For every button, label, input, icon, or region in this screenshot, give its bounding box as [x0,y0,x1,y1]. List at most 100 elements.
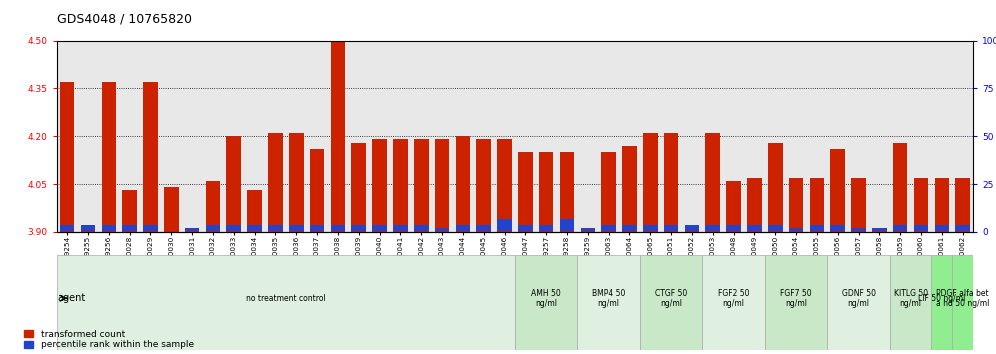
Text: no treatment control: no treatment control [246,294,326,303]
Bar [268,225,283,231]
Bar [872,228,886,231]
Text: agent: agent [57,293,86,303]
Bar [789,178,804,232]
Bar [331,0,346,232]
Bar [539,225,554,231]
Bar [578,256,639,350]
Bar [702,256,765,350]
Bar [726,181,741,232]
Bar [247,190,262,232]
Bar [622,146,636,232]
Bar [768,225,783,231]
Bar [102,225,117,231]
Text: FGF2 50
ng/ml: FGF2 50 ng/ml [718,289,749,308]
Bar [684,225,699,232]
Bar [934,178,949,232]
Bar [768,143,783,232]
Bar [206,181,220,232]
Bar [872,229,886,232]
Bar [226,225,241,231]
Bar [913,178,928,232]
Bar [331,225,346,231]
Bar [810,178,825,232]
Bar [664,225,678,231]
Bar [414,139,428,232]
Bar [955,225,970,231]
Bar [602,225,616,231]
Bar [247,225,262,231]
Bar [414,225,428,231]
Bar [913,225,928,231]
Bar [581,228,596,231]
Bar [143,82,157,232]
Bar [57,256,515,350]
Bar [955,178,970,232]
Bar [81,229,96,232]
Bar [352,225,367,231]
Bar [852,228,866,231]
Bar [643,133,657,232]
Bar [123,225,137,231]
Bar [664,133,678,232]
Bar [622,225,636,231]
Bar [747,178,762,232]
Text: KITLG 50
ng/ml: KITLG 50 ng/ml [893,289,927,308]
Bar [643,225,657,231]
Bar [602,152,616,232]
Bar [310,149,325,232]
Bar [828,256,889,350]
Bar [518,152,533,232]
Bar [143,225,157,231]
Bar [518,225,533,231]
Text: BMP4 50
ng/ml: BMP4 50 ng/ml [592,289,625,308]
Text: GDS4048 / 10765820: GDS4048 / 10765820 [57,12,192,25]
Bar [934,225,949,231]
Bar [581,229,596,232]
Bar [352,143,367,232]
Bar [60,82,75,232]
Bar [289,133,304,232]
Bar [705,225,720,231]
Bar [310,225,325,231]
Bar [81,225,96,231]
Bar [185,228,199,231]
Bar [373,225,386,231]
Bar [726,225,741,231]
Bar [560,152,575,232]
Bar [185,229,199,232]
Text: PDGF alfa bet
a hd 50 ng/ml: PDGF alfa bet a hd 50 ng/ml [936,289,989,308]
Bar [393,139,407,232]
Bar [639,256,702,350]
Bar [289,225,304,231]
Bar [684,225,699,231]
Bar [560,219,575,231]
Bar [889,256,931,350]
Bar [952,256,973,350]
Bar [206,225,220,231]
Bar [226,136,241,232]
Bar [765,256,828,350]
Bar [852,178,866,232]
Bar [455,136,470,232]
Bar [435,228,449,231]
Bar [497,219,512,231]
Bar [455,225,470,231]
Bar [789,228,804,231]
Bar [705,133,720,232]
Bar [123,190,137,232]
Bar [435,139,449,232]
Text: GDNF 50
ng/ml: GDNF 50 ng/ml [842,289,875,308]
Text: LIF 50 ng/ml: LIF 50 ng/ml [918,294,965,303]
Legend: transformed count, percentile rank within the sample: transformed count, percentile rank withi… [25,330,194,349]
Bar [60,225,75,231]
Bar [373,139,386,232]
Bar [164,187,178,232]
Bar [831,149,845,232]
Bar [893,225,907,231]
Bar [931,256,952,350]
Bar [268,133,283,232]
Bar [497,139,512,232]
Bar [102,82,117,232]
Bar [810,225,825,231]
Bar [747,225,762,231]
